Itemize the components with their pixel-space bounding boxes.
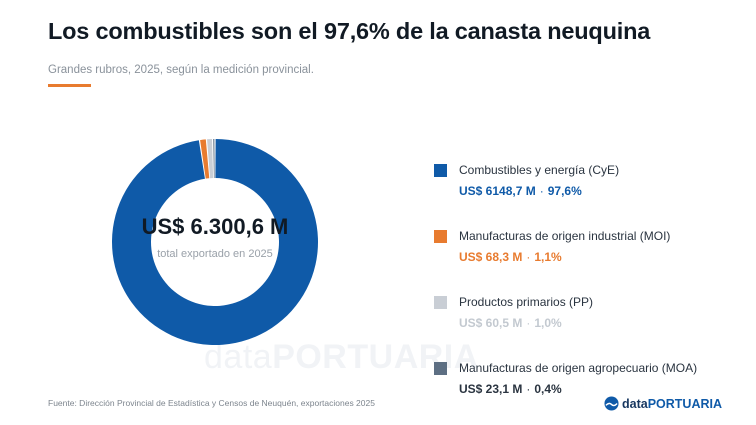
legend-swatch [434, 361, 447, 375]
brand-part2: PORTUARIA [647, 396, 723, 411]
source-note: Fuente: Dirección Provincial de Estadíst… [48, 398, 375, 408]
legend-separator: · [539, 184, 544, 198]
legend-value: US$ 6148,7 M · 97,6% [459, 184, 734, 198]
donut-center-total: US$ 6.300,6 M [141, 214, 289, 239]
legend-separator: · [526, 316, 531, 330]
legend: Combustibles y energía (CyE) US$ 6148,7 … [434, 163, 734, 425]
legend-amount: US$ 23,1 M [459, 382, 523, 396]
legend-swatch [434, 229, 447, 243]
legend-share: 0,4% [534, 382, 562, 396]
donut-slice-1 [200, 139, 210, 179]
donut-center-caption: total exportado en 2025 [157, 248, 273, 260]
legend-swatch [434, 295, 447, 309]
legend-label: Combustibles y energía (CyE) [459, 163, 620, 177]
legend-share: 1,1% [534, 250, 562, 264]
donut-slice-0 [112, 139, 318, 345]
legend-amount: US$ 60,5 M [459, 316, 523, 330]
chart-title: Los combustibles son el 97,6% de la cana… [48, 18, 651, 44]
legend-separator: · [526, 382, 531, 396]
legend-value: US$ 60,5 M · 1,0% [459, 316, 734, 330]
accent-rule [48, 84, 91, 87]
legend-swatch [434, 163, 447, 177]
legend-item-pp: Productos primarios (PP) US$ 60,5 M · 1,0% [434, 295, 734, 361]
donut-slice-2 [207, 139, 214, 179]
brand-logo: dataPORTUARIA [604, 396, 722, 411]
legend-separator: · [526, 250, 531, 264]
legend-share: 1,0% [534, 316, 562, 330]
legend-amount: US$ 6148,7 M [459, 184, 536, 198]
chart-subtitle: Grandes rubros, 2025, según la medición … [48, 64, 314, 76]
legend-item-moi: Manufacturas de origen industrial (MOI) … [434, 229, 734, 295]
legend-label: Manufacturas de origen agropecuario (MOA… [459, 361, 698, 375]
legend-value: US$ 68,3 M · 1,1% [459, 250, 734, 264]
legend-item-cye: Combustibles y energía (CyE) US$ 6148,7 … [434, 163, 734, 229]
legend-amount: US$ 68,3 M [459, 250, 523, 264]
legend-label: Manufacturas de origen industrial (MOI) [459, 229, 671, 243]
legend-share: 97,6% [547, 184, 582, 198]
donut-slice-3 [213, 139, 215, 179]
wave-icon [604, 396, 619, 411]
brand-part1: data [622, 396, 648, 411]
legend-value: US$ 23,1 M · 0,4% [459, 382, 734, 396]
donut-chart [112, 139, 318, 345]
legend-label: Productos primarios (PP) [459, 295, 594, 309]
legend-item-moa: Manufacturas de origen agropecuario (MOA… [434, 361, 734, 425]
